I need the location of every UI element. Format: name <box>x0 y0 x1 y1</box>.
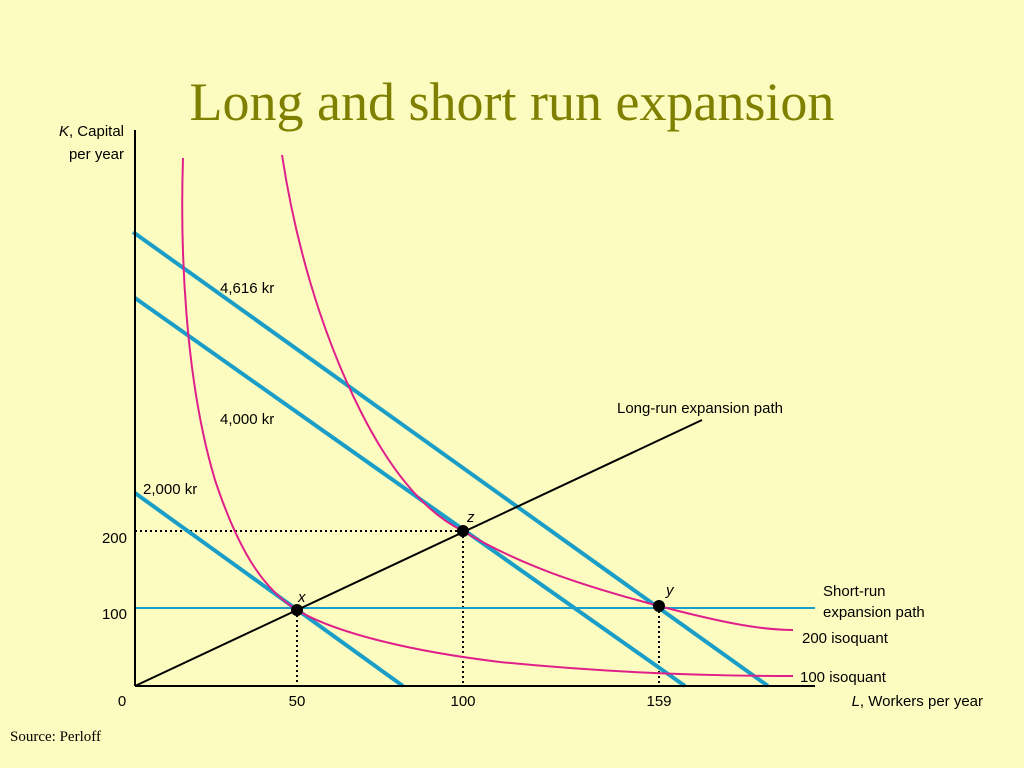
isocost-line <box>133 491 405 688</box>
isocost-label: 4,616 kr <box>220 280 274 297</box>
y-tick-label: 100 <box>102 606 127 623</box>
x-tick-label: 159 <box>646 693 671 710</box>
source: Source: Perloff <box>10 729 101 745</box>
y-axis-variable: K <box>59 123 70 140</box>
curve-label: 100 isoquant <box>800 669 887 686</box>
x-tick-label: 0 <box>118 693 126 710</box>
x-axis-label: L, Workers per year <box>852 693 983 710</box>
point-label: y <box>665 582 675 599</box>
title: Long and short run expansion <box>190 72 835 132</box>
x-tick-label: 100 <box>450 693 475 710</box>
curve-label: Long-run expansion path <box>617 400 783 417</box>
y-axis-label: K, Capital <box>59 123 124 140</box>
isocost-label: 4,000 kr <box>220 411 274 428</box>
curve-label: Short-run <box>823 583 886 600</box>
point <box>457 525 469 537</box>
point-label: x <box>297 589 306 606</box>
x-axis-text: , Workers per year <box>860 693 983 710</box>
point-label: z <box>466 509 475 526</box>
x-tick-label: 50 <box>289 693 306 710</box>
point <box>291 604 303 616</box>
isocost-line <box>133 296 687 688</box>
curve-label: expansion path <box>823 604 925 621</box>
long-run-path <box>134 419 703 687</box>
y-tick-label: 200 <box>102 530 127 547</box>
y-axis-text: , Capital <box>69 123 124 140</box>
isocost-label: 2,000 kr <box>143 481 197 498</box>
y-axis-label: per year <box>69 146 124 163</box>
x-axis-variable: L <box>852 693 860 710</box>
point <box>653 600 665 612</box>
curve-label: 200 isoquant <box>802 630 889 647</box>
